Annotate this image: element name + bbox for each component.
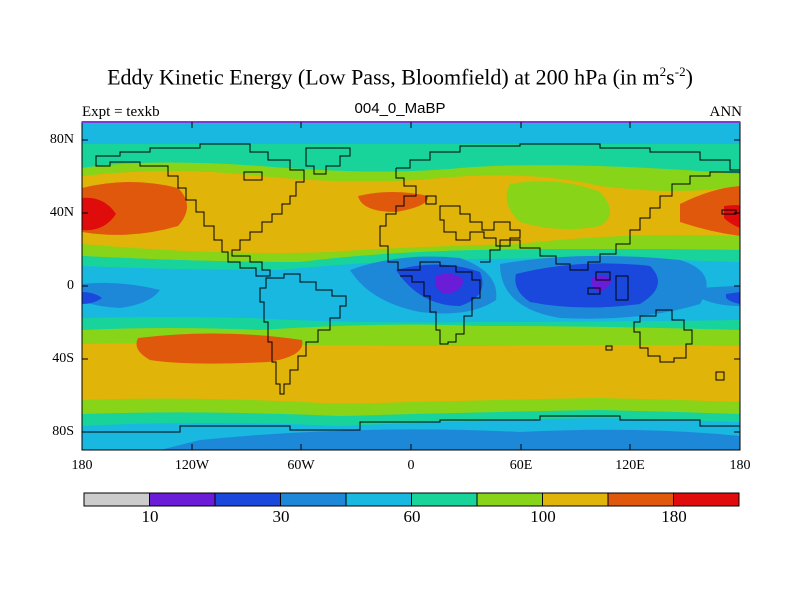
lon-label-0: 0 xyxy=(407,458,415,473)
colorbar xyxy=(83,492,740,507)
lon-label-120e: 120E xyxy=(615,458,645,473)
lon-label-60e: 60E xyxy=(509,458,533,473)
coastlines xyxy=(82,143,740,433)
colorbar-box xyxy=(280,492,347,507)
colorbar-box xyxy=(607,492,674,507)
lon-label-60w: 60W xyxy=(287,458,315,473)
lat-label-0: 0 xyxy=(67,278,74,293)
colorbar-label-100: 100 xyxy=(530,507,556,526)
lon-label-180e: 180 xyxy=(729,458,751,473)
lat-label-40s: 40S xyxy=(52,351,74,366)
colorbar-box xyxy=(542,492,609,507)
contour-field xyxy=(82,122,740,450)
lon-label-120w: 120W xyxy=(174,458,210,473)
map-title: Eddy Kinetic Energy (Low Pass, Bloomfiel… xyxy=(107,64,693,90)
lon-label-180w: 180 xyxy=(71,458,93,473)
colorbar-box xyxy=(345,492,412,507)
colorbar-box xyxy=(83,492,150,507)
colorbar-box xyxy=(411,492,478,507)
lat-label-80s: 80S xyxy=(52,424,74,439)
colorbar-label-180: 180 xyxy=(661,507,687,526)
colorbar-label-60: 60 xyxy=(403,507,421,526)
colorbar-box xyxy=(476,492,543,507)
axis-ticks xyxy=(82,122,740,450)
colorbar-label-10: 10 xyxy=(141,507,159,526)
colorbar-box xyxy=(673,492,740,507)
season-label: ANN xyxy=(709,104,743,120)
colorbar-label-30: 30 xyxy=(272,507,290,526)
colorbar-box xyxy=(214,492,281,507)
experiment-label: Expt = texkb xyxy=(82,104,160,120)
colorbar-box xyxy=(149,492,216,507)
lat-label-80n: 80N xyxy=(49,132,74,147)
lat-label-40n: 40N xyxy=(49,205,74,220)
case-label: 004_0_MaBP xyxy=(354,100,446,117)
